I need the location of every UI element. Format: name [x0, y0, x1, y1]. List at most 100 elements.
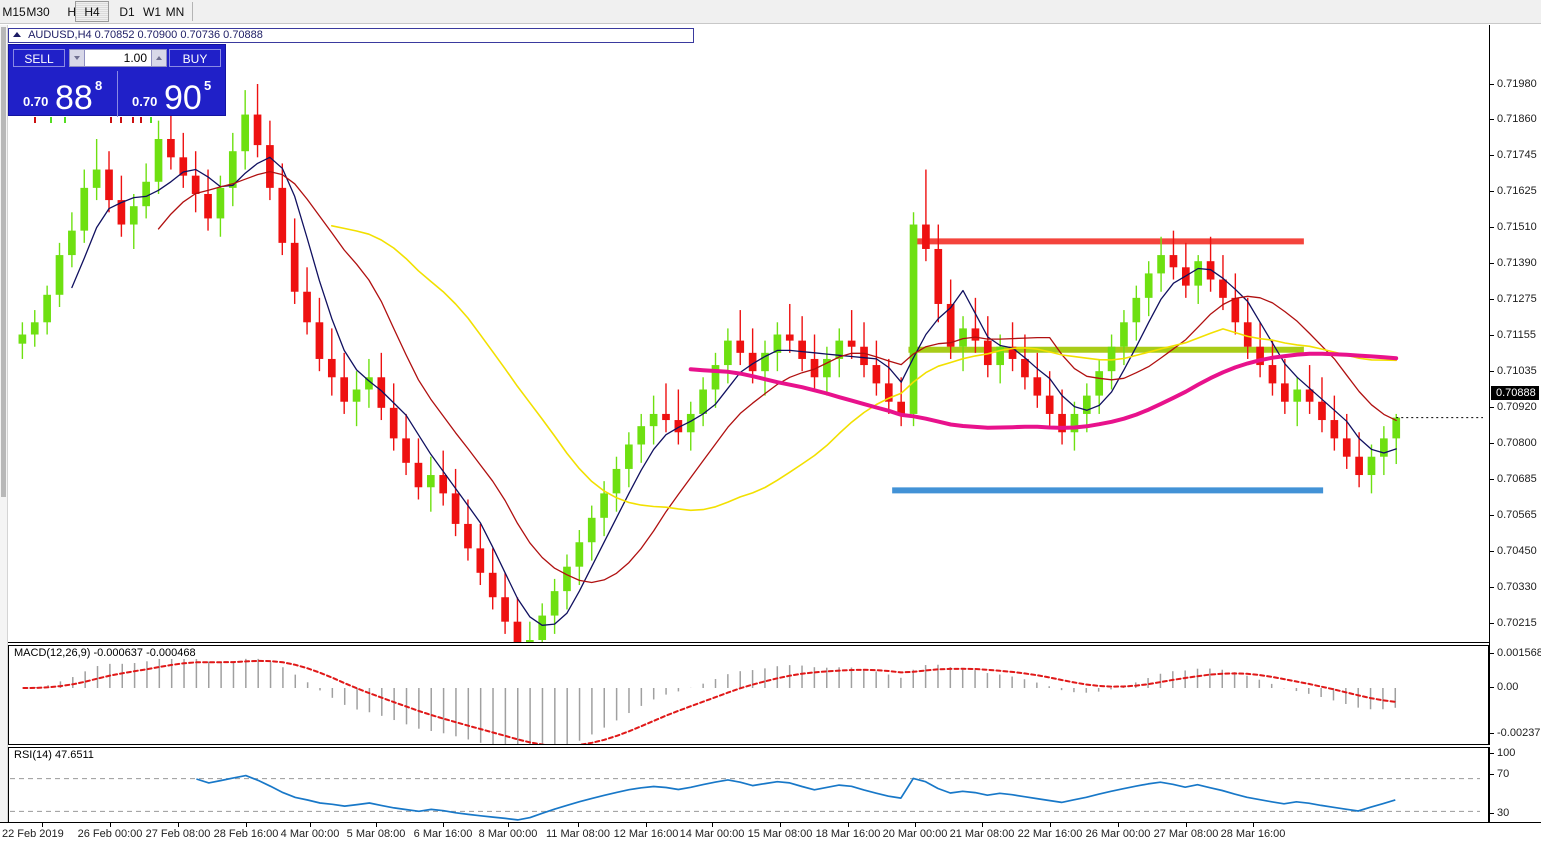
scrollbar-thumb[interactable] — [1, 27, 6, 497]
buy-price-quote[interactable]: 0.70 90 5 — [117, 71, 225, 117]
time-tick — [646, 823, 647, 827]
ma-slow-yellow-line — [331, 225, 1397, 512]
price-label: 0.70450 — [1497, 545, 1537, 557]
tick-mark — [140, 117, 142, 123]
price-tick — [1490, 263, 1494, 264]
time-label: 11 Mar 08:00 — [545, 828, 611, 840]
time-label: 22 Feb 2019 — [2, 828, 64, 840]
time-label: 12 Mar 16:00 — [613, 828, 679, 840]
buy-price-prefix: 0.70 — [132, 94, 158, 109]
time-tick — [443, 823, 444, 827]
last-price-tag: 0.70888 — [1491, 386, 1539, 400]
timeframe-m15[interactable]: M15 — [2, 5, 26, 19]
time-label: 27 Mar 08:00 — [1153, 828, 1219, 840]
time-tick — [1253, 823, 1254, 827]
trade-panel-top-row: SELL 1.00 BUY — [9, 45, 225, 71]
price-label: 0.70565 — [1497, 509, 1537, 521]
price-scale[interactable]: 0.71980 0.71860 0.71745 0.71625 0.71510 0.713… — [1489, 25, 1541, 701]
macd-label: 0.00 — [1497, 681, 1519, 693]
time-label: 8 Mar 00:00 — [478, 828, 538, 840]
symbol-header[interactable]: AUDUSD,H4 0.70852 0.70900 0.70736 0.7088… — [8, 28, 694, 43]
time-tick — [915, 823, 916, 827]
time-tick — [376, 823, 377, 827]
timeframe-h4[interactable]: H4 — [75, 1, 109, 22]
tick-mark — [150, 117, 152, 123]
ma-trend-magenta-line — [688, 351, 1399, 430]
timeframe-d1[interactable]: D1 — [119, 5, 135, 19]
price-tick — [1490, 551, 1494, 552]
price-label: 0.71155 — [1497, 329, 1536, 341]
volume-stepper[interactable]: 1.00 — [69, 49, 167, 67]
timeframe-m30[interactable]: M30 — [26, 5, 50, 19]
rsi-tick — [1490, 753, 1494, 754]
price-tick — [1490, 227, 1494, 228]
trade-panel-quotes: 0.70 88 8 0.70 90 5 — [9, 71, 225, 117]
macd-tick — [1490, 687, 1494, 688]
time-tick — [246, 823, 247, 827]
rsi-line — [196, 774, 1396, 821]
time-label: 26 Mar 00:00 — [1085, 828, 1151, 840]
time-tick — [508, 823, 509, 827]
vertical-scrollbar[interactable] — [0, 25, 8, 822]
time-tick — [578, 823, 579, 827]
price-label: 0.71745 — [1497, 149, 1537, 161]
price-tick — [1490, 515, 1494, 516]
price-label: 0.70685 — [1497, 473, 1537, 485]
time-scale[interactable]: 22 Feb 2019 26 Feb 00:00 27 Feb 08:00 28 Fe… — [0, 822, 1541, 844]
timeframe-mn[interactable]: MN — [165, 5, 185, 19]
tick-mark — [64, 117, 66, 123]
tick-mark — [132, 117, 134, 123]
price-label: 0.70215 — [1497, 617, 1537, 629]
time-label: 15 Mar 08:00 — [747, 828, 813, 840]
price-plot — [18, 84, 1483, 642]
time-tick — [712, 823, 713, 827]
time-label: 18 Mar 16:00 — [815, 828, 881, 840]
time-tick — [1186, 823, 1187, 827]
time-tick — [1118, 823, 1119, 827]
rsi-label: 100 — [1497, 747, 1516, 759]
tick-mark — [120, 117, 122, 123]
price-tick — [1490, 587, 1494, 588]
one-click-trading-panel[interactable]: SELL 1.00 BUY 0.70 88 8 — [8, 44, 226, 117]
volume-input[interactable]: 1.00 — [85, 49, 151, 67]
price-pane[interactable] — [8, 25, 1489, 643]
macd-tick — [1490, 653, 1494, 654]
time-label: 22 Mar 16:00 — [1017, 828, 1083, 840]
time-label: 21 Mar 08:00 — [949, 828, 1015, 840]
rsi-tick — [1490, 813, 1494, 814]
price-tick — [1490, 335, 1494, 336]
price-tick — [1490, 299, 1494, 300]
chevron-up-icon — [156, 56, 162, 60]
sell-button[interactable]: SELL — [13, 49, 65, 67]
time-label: 4 Mar 00:00 — [280, 828, 340, 840]
rsi-label: RSI(14) 47.6511 — [12, 749, 96, 761]
time-tick — [848, 823, 849, 827]
time-label: 6 Mar 16:00 — [413, 828, 473, 840]
collapse-triangle-icon[interactable] — [13, 32, 21, 37]
sell-price-fraction: 8 — [95, 78, 103, 93]
macd-pane[interactable]: MACD(12,26,9) -0.000637 -0.000468 — [8, 645, 1489, 745]
volume-increase-button[interactable] — [151, 49, 167, 67]
toolbar-separator — [192, 2, 193, 21]
price-label: 0.70330 — [1497, 581, 1537, 593]
timeframe-w1[interactable]: W1 — [143, 5, 161, 19]
volume-decrease-button[interactable] — [69, 49, 85, 67]
price-label: 0.70920 — [1497, 401, 1537, 413]
candlestick-series — [18, 84, 1401, 642]
price-label: 0.71860 — [1497, 113, 1537, 125]
price-label: 0.71390 — [1497, 257, 1537, 269]
tick-volume-strip — [8, 116, 226, 124]
time-tick — [780, 823, 781, 827]
rsi-label: 30 — [1497, 807, 1510, 819]
buy-button[interactable]: BUY — [169, 49, 221, 67]
price-tick — [1490, 155, 1494, 156]
time-tick — [110, 823, 111, 827]
time-label: 14 Mar 00:00 — [679, 828, 745, 840]
sell-price-quote[interactable]: 0.70 88 8 — [9, 71, 117, 117]
price-label: 0.71035 — [1497, 365, 1537, 377]
timeframe-toolbar: M15M30H1H4D1W1MN — [0, 0, 1541, 24]
time-label: 27 Feb 08:00 — [145, 828, 211, 840]
